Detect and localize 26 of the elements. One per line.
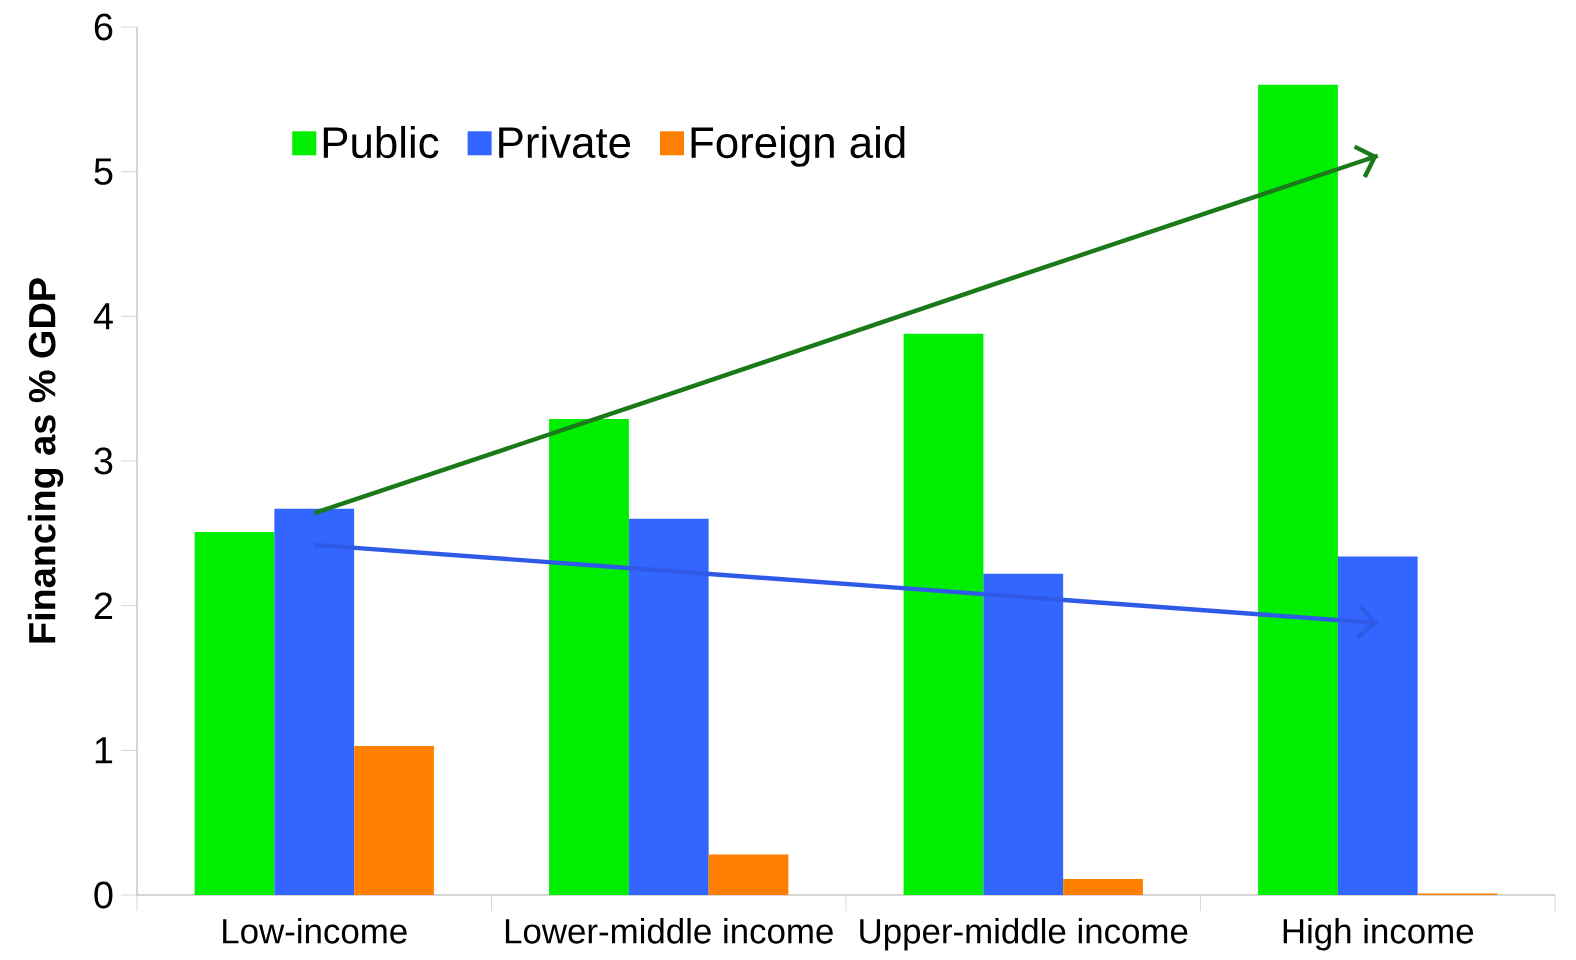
bar [194, 531, 275, 895]
legend-label: Private [499, 125, 631, 159]
y-tick-label: 2 [94, 592, 113, 619]
y-tick-label: 1 [95, 737, 113, 764]
x-tick-label: Lower-middle income [505, 918, 833, 944]
bar [1063, 879, 1143, 895]
legend-label: Foreign aid [691, 125, 905, 167]
x-tick-label: Low-income [223, 918, 407, 944]
x-tick-label: Upper-middle income [860, 918, 1188, 951]
bar [1337, 556, 1418, 895]
bar [274, 508, 355, 895]
bar [354, 745, 434, 895]
legend-label: Public [323, 125, 439, 159]
bar [549, 419, 629, 895]
bar [628, 518, 709, 895]
bar [708, 854, 789, 895]
y-axis-title: Financing as % GDP [27, 278, 64, 643]
bar [903, 333, 984, 895]
y-tick-label: 4 [93, 303, 113, 330]
x-tick-label: High income [1283, 918, 1474, 951]
y-tick-label: 5 [94, 158, 113, 185]
bar [1258, 84, 1338, 895]
bar [983, 573, 1064, 895]
y-tick-label: 0 [94, 881, 113, 909]
y-tick-label: 6 [94, 13, 113, 41]
y-tick-label: 3 [94, 447, 113, 475]
